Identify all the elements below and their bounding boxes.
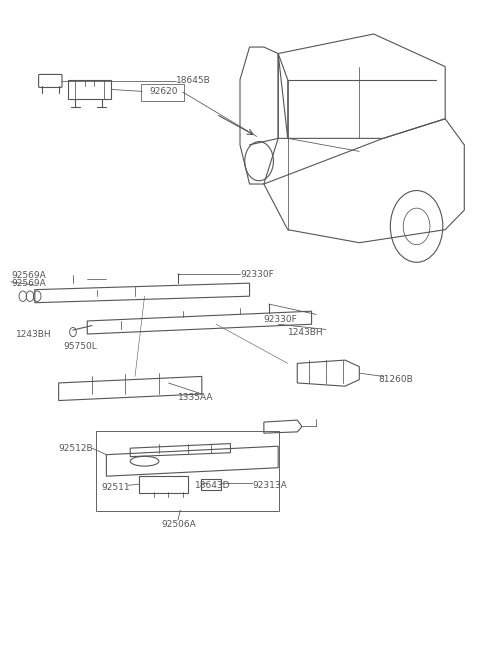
Text: 92620: 92620 [149,87,178,96]
Text: 81260B: 81260B [378,375,413,384]
Text: 92511: 92511 [102,483,130,492]
Text: 92569A: 92569A [11,279,46,288]
Text: 95750L: 95750L [63,342,97,351]
Text: 92506A: 92506A [161,520,196,529]
Text: 92330F: 92330F [240,269,274,278]
Text: 1335AA: 1335AA [178,394,214,402]
Text: 92330F: 92330F [264,315,298,324]
Text: 1243BH: 1243BH [16,329,51,339]
Text: 18645B: 18645B [176,77,210,85]
Text: 92512B: 92512B [59,443,93,453]
Text: 18643D: 18643D [195,481,230,490]
Text: 92569A: 92569A [11,271,46,280]
Text: 1243BH: 1243BH [288,328,324,337]
Text: 92313A: 92313A [252,481,287,490]
